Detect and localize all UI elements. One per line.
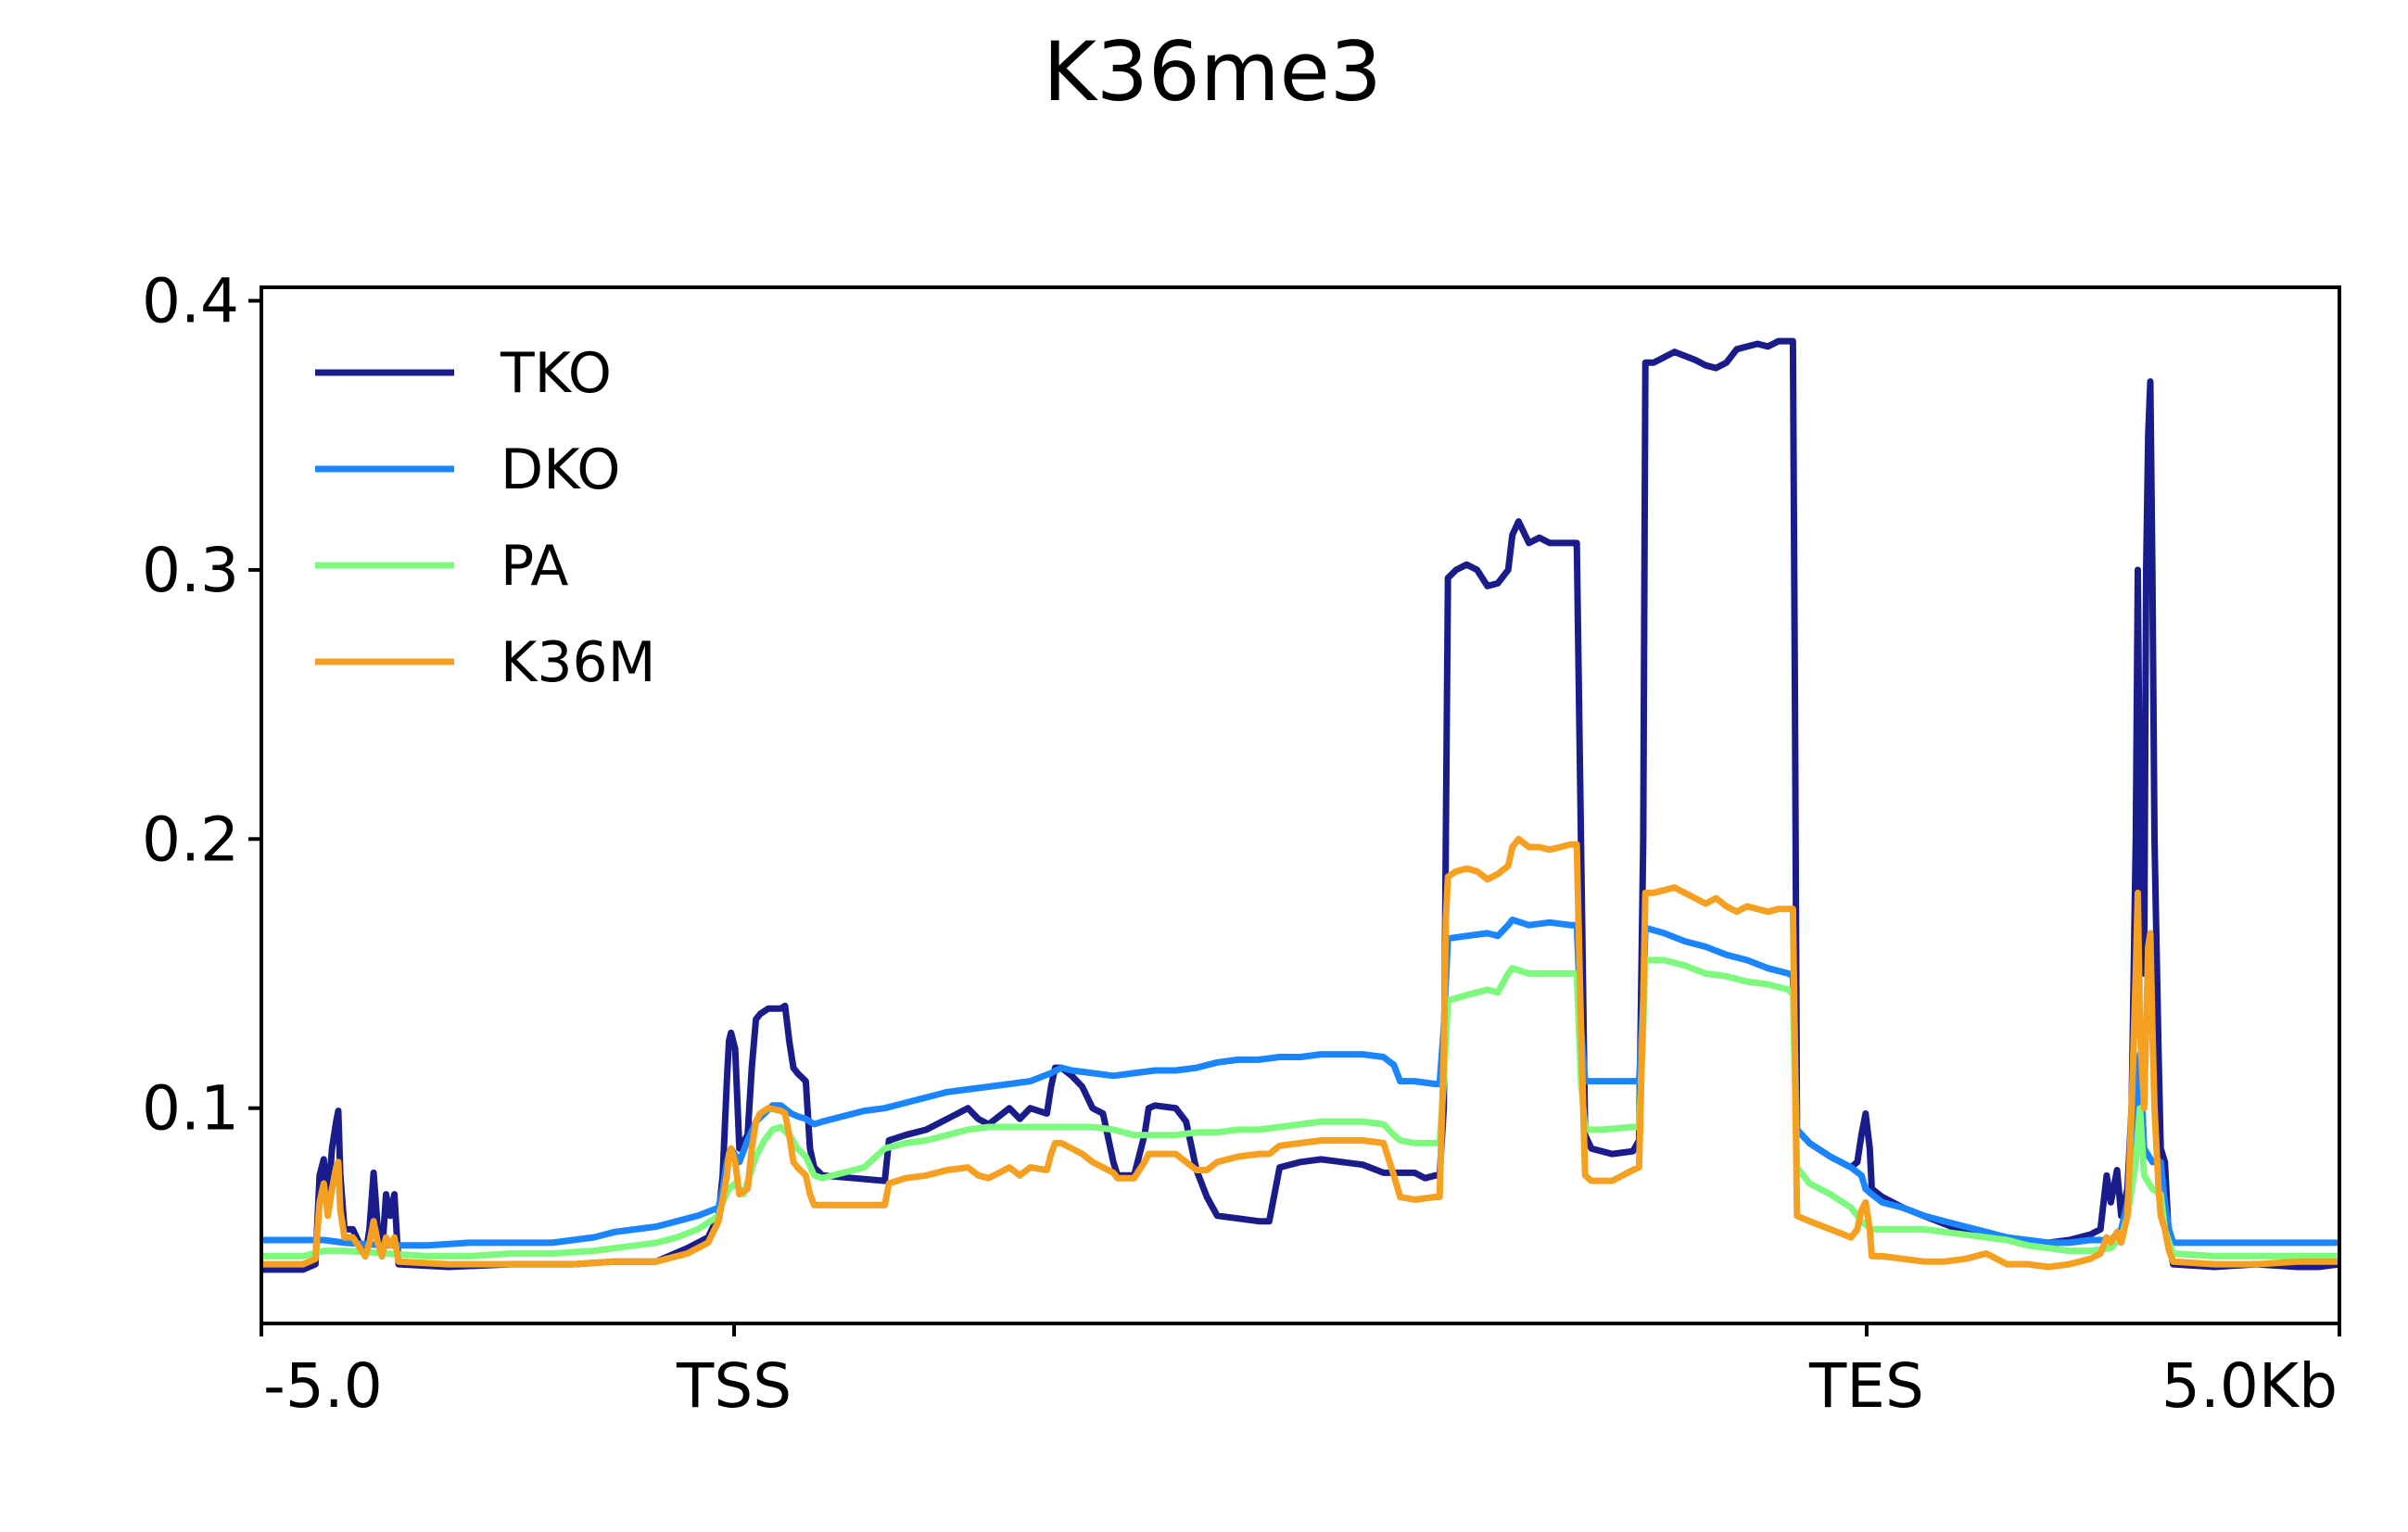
x-tick-label: -5.0 <box>263 1350 383 1422</box>
plot-area <box>261 337 2339 1273</box>
legend-item-dko: DKO <box>315 437 621 502</box>
chart-title: K36me3 <box>1043 24 1382 120</box>
series-line-dko <box>261 916 2339 1249</box>
y-tick-label: 0.3 <box>142 535 239 606</box>
series-line-pa <box>261 956 2339 1260</box>
y-tick-label: 0.2 <box>142 804 239 875</box>
legend-item-k36m: K36M <box>315 630 655 695</box>
legend-label: PA <box>501 534 568 599</box>
x-tick-label: TES <box>1808 1350 1924 1422</box>
legend-item-pa: PA <box>315 534 568 599</box>
series-line-k36m <box>261 835 2339 1271</box>
legend-label: DKO <box>501 437 621 502</box>
legend-label: K36M <box>501 630 655 695</box>
legend-item-tko: TKO <box>315 341 612 406</box>
y-tick-label: 0.1 <box>142 1073 239 1145</box>
x-tick-label: 5.0Kb <box>2161 1350 2338 1422</box>
axes-frame <box>260 285 2341 1325</box>
legend-label: TKO <box>500 341 612 406</box>
axis-ticks: 0.1 0.2 0.3 0.4 -5.0 TSS TES 5.0Kb <box>142 266 2341 1422</box>
x-tick-label: TSS <box>676 1350 792 1422</box>
legend: TKO DKO PA K36M <box>315 341 655 695</box>
y-tick-label: 0.4 <box>142 266 239 337</box>
